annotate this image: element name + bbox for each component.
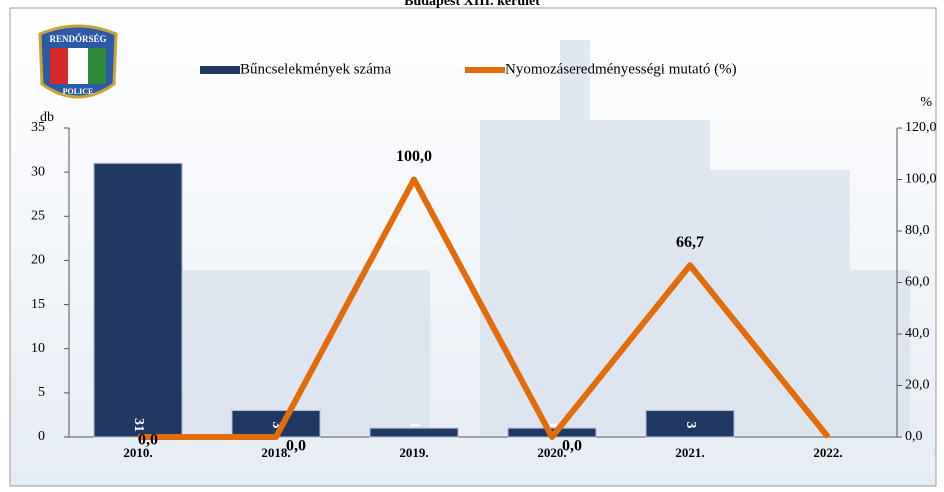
line-value-label: 0,0 bbox=[562, 438, 582, 455]
y2-tick-label: 20,0 bbox=[905, 378, 930, 393]
line-value-label: 0,0 bbox=[138, 432, 158, 449]
building-backdrop bbox=[180, 40, 910, 435]
bar-value-label: 1 bbox=[407, 422, 422, 429]
y-tick-label: 10 bbox=[31, 341, 45, 356]
y2-tick-label: 0,0 bbox=[905, 429, 923, 444]
line-series bbox=[138, 176, 831, 440]
y-tick-label: 30 bbox=[31, 164, 45, 179]
line-value-label: 100,0 bbox=[396, 148, 432, 165]
bar bbox=[369, 427, 459, 438]
y-tick-label: 20 bbox=[31, 253, 45, 268]
legend-swatch bbox=[200, 66, 240, 74]
y-tick-label: 5 bbox=[38, 385, 45, 400]
y-tick-label: 25 bbox=[31, 209, 45, 224]
y-tick-label: 15 bbox=[31, 297, 45, 312]
legend-label: Bűncselekmények száma bbox=[240, 61, 392, 77]
logo: RENDŐRSÉG POLICE bbox=[38, 24, 118, 99]
x-tick-label: 2022. bbox=[813, 445, 842, 460]
x-tick-label: 2020. bbox=[537, 445, 566, 460]
y2-tick-label: 80,0 bbox=[905, 223, 930, 238]
logo-top-text: RENDŐRSÉG bbox=[49, 34, 106, 44]
bar-value-label: 31 bbox=[131, 418, 146, 432]
y2-axis-label: % bbox=[920, 95, 932, 110]
y-axis-label: db bbox=[40, 110, 54, 125]
y2-tick-label: 100,0 bbox=[905, 172, 937, 187]
bar-value-label: 1 bbox=[545, 422, 560, 429]
bar-value-label: 3 bbox=[269, 422, 284, 429]
y2-tick-label: 60,0 bbox=[905, 275, 930, 290]
x-tick-label: 2019. bbox=[399, 445, 428, 460]
y2-tick-label: 40,0 bbox=[905, 326, 930, 341]
y-tick-label: 35 bbox=[31, 120, 45, 135]
logo-bottom-text: POLICE bbox=[63, 87, 94, 96]
bar-value-label: 3 bbox=[683, 422, 698, 429]
chart-title: Budapest XIII. kerület bbox=[404, 0, 540, 9]
x-tick-label: 2018. bbox=[261, 445, 290, 460]
y-tick-label: 0 bbox=[38, 429, 45, 444]
bar bbox=[645, 410, 735, 438]
line-value-label: 0,0 bbox=[286, 438, 306, 455]
x-tick-label: 2010. bbox=[123, 445, 152, 460]
x-tick-label: 2021. bbox=[675, 445, 704, 460]
bar bbox=[93, 162, 183, 438]
line-value-label: 66,7 bbox=[676, 234, 704, 251]
y2-tick-label: 120,0 bbox=[905, 120, 937, 135]
legend-label: Nyomozáseredményességi mutató (%) bbox=[505, 61, 737, 77]
